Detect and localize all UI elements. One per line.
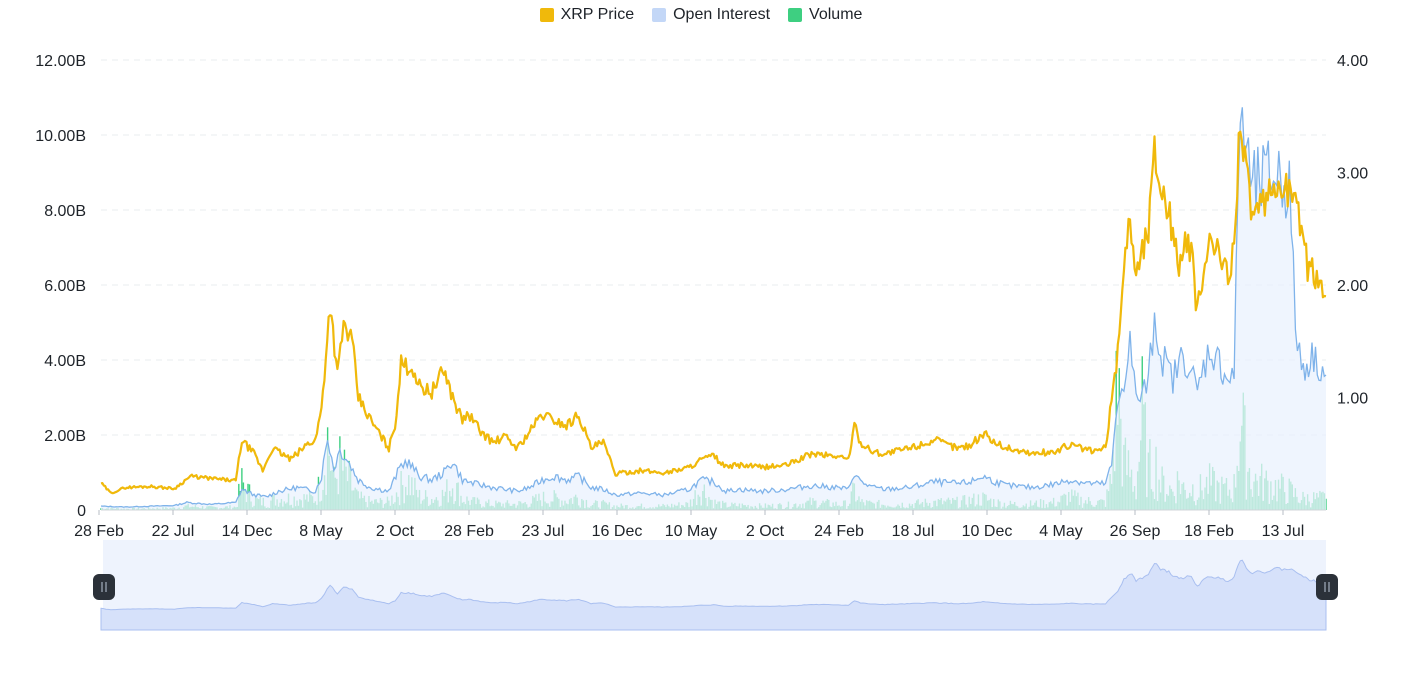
- navigator-handle-right[interactable]: [1316, 574, 1338, 600]
- y-right-tick-label: 1.00: [1337, 391, 1368, 408]
- x-tick-label: 2 Oct: [376, 523, 415, 540]
- y-left-tick-label: 10.00B: [35, 128, 86, 145]
- x-tick-label: 26 Sep: [1110, 523, 1161, 540]
- series-group: [100, 107, 1327, 511]
- y-left-tick-label: 12.00B: [35, 53, 86, 70]
- x-tick-label: 18 Jul: [892, 523, 935, 540]
- navigator-handle-body[interactable]: [93, 574, 115, 600]
- y-axis-right: 1.00 2.00 3.00 4.00: [1337, 53, 1368, 408]
- open-interest-area: [101, 107, 1326, 511]
- range-navigator[interactable]: [93, 540, 1338, 631]
- y-left-tick-label: 4.00B: [44, 353, 86, 370]
- x-tick-label: 14 Dec: [222, 523, 273, 540]
- x-tick-label: 10 Dec: [962, 523, 1013, 540]
- x-tick-label: 24 Feb: [814, 523, 864, 540]
- x-tick-label: 8 May: [299, 523, 343, 540]
- legend-swatch-open-interest: [652, 8, 667, 22]
- x-tick-label: 16 Dec: [592, 523, 643, 540]
- y-left-tick-label: 8.00B: [44, 203, 86, 220]
- x-tick-label: 18 Feb: [1184, 523, 1234, 540]
- chart-legend: XRP Price Open Interest Volume: [0, 6, 1402, 24]
- legend-swatch-volume: [788, 8, 803, 22]
- open-interest-line: [100, 107, 1327, 508]
- xrp-price-line: [100, 130, 1327, 495]
- y-left-tick-label: 6.00B: [44, 278, 86, 295]
- x-tick-label: 28 Feb: [74, 523, 124, 540]
- navigator-handle-left[interactable]: [93, 574, 115, 600]
- x-tick-label: 28 Feb: [444, 523, 494, 540]
- x-axis: 28 Feb 22 Jul 14 Dec 8 May 2 Oct 28 Feb 23 Jul…: [74, 509, 1326, 540]
- legend-item-open-interest[interactable]: Open Interest: [652, 6, 770, 24]
- pause-icon: [101, 582, 107, 592]
- y-right-tick-label: 2.00: [1337, 278, 1368, 295]
- legend-item-price[interactable]: XRP Price: [539, 6, 635, 24]
- x-tick-label: 2 Oct: [746, 523, 785, 540]
- legend-item-volume[interactable]: Volume: [788, 6, 862, 24]
- y-left-tick-label: 0: [77, 503, 86, 520]
- legend-swatch-price: [539, 8, 554, 22]
- x-tick-label: 22 Jul: [152, 523, 195, 540]
- navigator-overview: [100, 559, 1327, 631]
- x-tick-label: 13 Jul: [1262, 523, 1305, 540]
- navigator-handle-body[interactable]: [1316, 574, 1338, 600]
- y-left-tick-label: 2.00B: [44, 428, 86, 445]
- y-axis-left: 0 2.00B 4.00B 6.00B 8.00B 10.00B 12.00B: [35, 53, 86, 520]
- y-right-tick-label: 3.00: [1337, 166, 1368, 183]
- legend-label-price: XRP Price: [560, 6, 635, 23]
- x-tick-label: 4 May: [1039, 523, 1083, 540]
- legend-label-open-interest: Open Interest: [673, 6, 771, 23]
- pause-icon: [1324, 582, 1330, 592]
- legend-label-volume: Volume: [809, 6, 863, 23]
- y-right-tick-label: 4.00: [1337, 53, 1368, 70]
- x-tick-label: 10 May: [665, 523, 717, 540]
- x-tick-label: 23 Jul: [522, 523, 565, 540]
